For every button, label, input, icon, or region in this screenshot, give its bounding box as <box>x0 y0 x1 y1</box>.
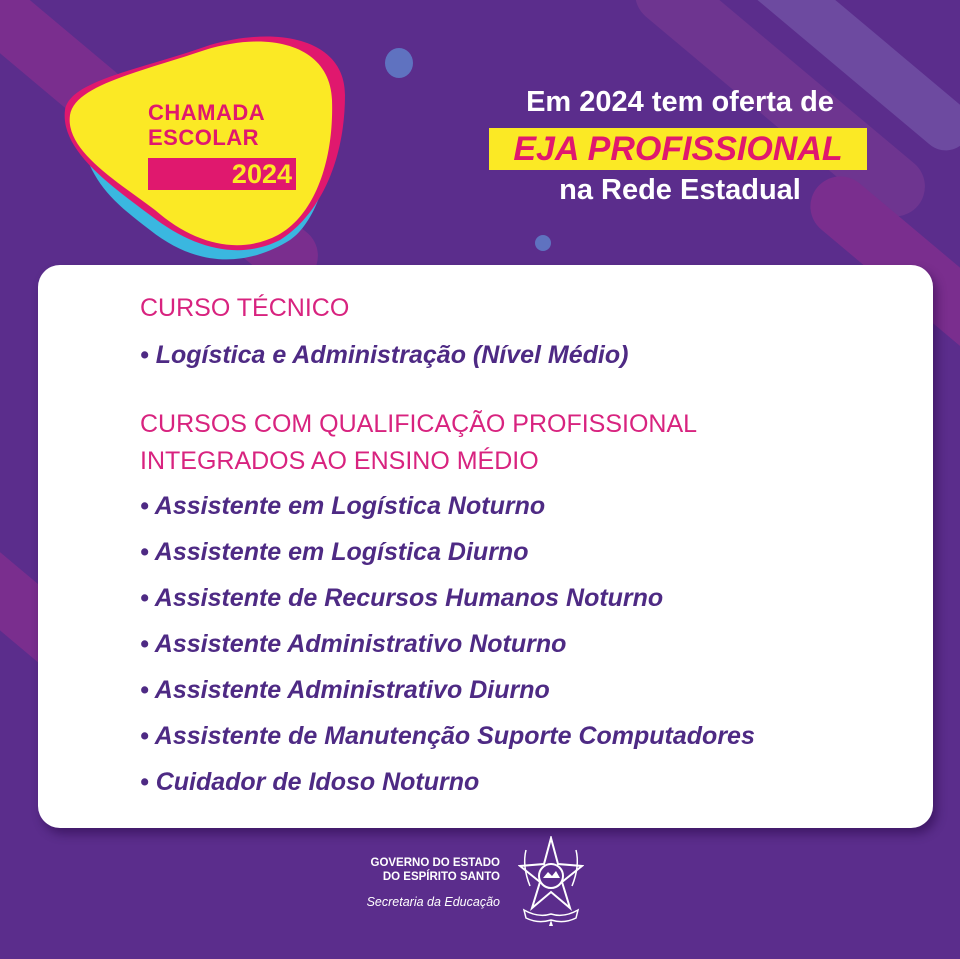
list-item: • Assistente Administrativo Diurno <box>140 676 550 704</box>
badge-blob <box>64 36 346 260</box>
list-item: • Assistente de Recursos Humanos Noturno <box>140 584 664 612</box>
badge-line2: ESCOLAR <box>148 125 260 150</box>
list-item: • Assistente de Manutenção Suporte Compu… <box>140 722 755 750</box>
list-item: • Assistente em Logística Diurno <box>140 538 529 566</box>
section-title-curso-tecnico: CURSO TÉCNICO <box>140 294 350 322</box>
list-item: • Logística e Administração (Nível Médio… <box>140 341 629 369</box>
gov-line1: GOVERNO DO ESTADO <box>370 857 501 869</box>
secretaria-label: Secretaria da Educação <box>366 895 500 909</box>
gov-line2: DO ESPÍRITO SANTO <box>382 871 500 883</box>
list-item: • Assistente em Logística Noturno <box>140 492 546 520</box>
background-dot <box>535 235 551 251</box>
badge-year: 2024 <box>148 158 296 190</box>
badge-title: CHAMADA ESCOLAR <box>148 100 265 150</box>
headline-highlight-bg <box>489 128 867 170</box>
course-card <box>38 265 933 828</box>
headline-line1: Em 2024 tem oferta de <box>526 86 834 118</box>
coat-of-arms-icon <box>518 836 584 926</box>
headline-highlight: EJA PROFISSIONAL <box>513 130 843 168</box>
headline-line3: na Rede Estadual <box>559 174 801 206</box>
list-item: • Assistente Administrativo Noturno <box>140 630 567 658</box>
section-title-line2: INTEGRADOS AO ENSINO MÉDIO <box>140 447 539 475</box>
list-item: • Cuidador de Idoso Noturno <box>140 768 480 796</box>
background-dot <box>385 48 413 78</box>
section-title-line1: CURSOS COM QUALIFICAÇÃO PROFISSIONAL <box>140 410 698 438</box>
government-name: GOVERNO DO ESTADO DO ESPÍRITO SANTO <box>340 856 501 884</box>
badge-line1: CHAMADA <box>148 100 266 125</box>
